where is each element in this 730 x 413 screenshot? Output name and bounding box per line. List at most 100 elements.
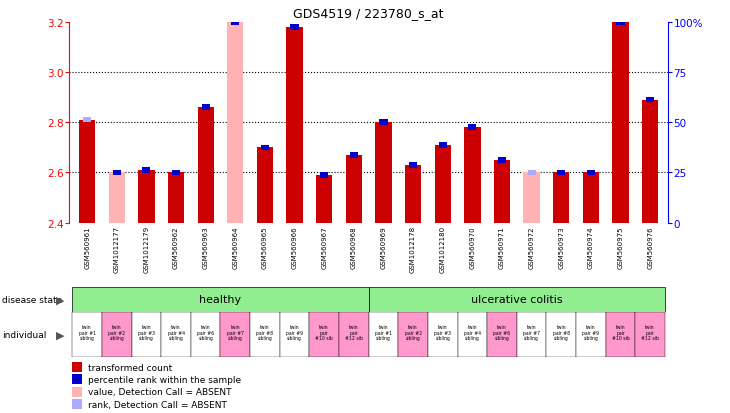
Bar <box>316 176 332 223</box>
Bar <box>399 312 428 357</box>
Bar <box>72 387 82 397</box>
Bar <box>369 312 399 357</box>
Text: twin
pair #2
sibling: twin pair #2 sibling <box>404 324 422 341</box>
Bar <box>646 97 654 103</box>
Text: individual: individual <box>2 330 47 339</box>
Bar <box>250 312 280 357</box>
Bar <box>517 312 547 357</box>
Bar <box>79 120 96 223</box>
Bar <box>547 312 576 357</box>
Text: GSM560965: GSM560965 <box>262 225 268 268</box>
Bar <box>409 163 417 168</box>
Bar <box>310 312 339 357</box>
Text: twin
pair #3
sibling: twin pair #3 sibling <box>434 324 451 341</box>
Bar <box>198 108 214 223</box>
Bar <box>405 166 421 223</box>
Bar <box>72 287 369 312</box>
Title: GDS4519 / 223780_s_at: GDS4519 / 223780_s_at <box>293 7 444 20</box>
Bar <box>494 160 510 223</box>
Bar <box>612 23 629 223</box>
Text: GSM1012180: GSM1012180 <box>439 225 446 273</box>
Text: GSM560970: GSM560970 <box>469 225 475 268</box>
Bar <box>172 170 180 176</box>
Bar <box>220 312 250 357</box>
Text: GSM560973: GSM560973 <box>558 225 564 268</box>
Bar <box>635 312 665 357</box>
Bar <box>201 105 210 111</box>
Text: twin
pair #8
sibling: twin pair #8 sibling <box>553 324 570 341</box>
Bar <box>458 312 487 357</box>
Text: GSM560971: GSM560971 <box>499 225 505 268</box>
Bar <box>350 153 358 158</box>
Text: GSM1012178: GSM1012178 <box>410 225 416 273</box>
Text: twin
pair #3
sibling: twin pair #3 sibling <box>138 324 155 341</box>
Text: GSM560974: GSM560974 <box>588 225 594 268</box>
Text: transformed count: transformed count <box>88 363 172 372</box>
Bar <box>523 173 539 223</box>
Bar <box>291 25 299 31</box>
Text: twin
pair #8
sibling: twin pair #8 sibling <box>256 324 274 341</box>
Bar <box>72 362 82 372</box>
Bar <box>380 120 388 126</box>
Bar <box>280 312 310 357</box>
Bar <box>576 312 606 357</box>
Text: twin
pair #2
sibling: twin pair #2 sibling <box>108 324 126 341</box>
Text: ▶: ▶ <box>55 294 64 304</box>
Text: GSM560975: GSM560975 <box>618 225 623 268</box>
Text: twin
pair #4
sibling: twin pair #4 sibling <box>464 324 481 341</box>
Bar <box>72 312 102 357</box>
Text: twin
pair
#12 sib: twin pair #12 sib <box>641 324 659 341</box>
Text: twin
pair #7
sibling: twin pair #7 sibling <box>227 324 244 341</box>
Bar <box>112 170 121 176</box>
Text: ▶: ▶ <box>55 330 64 339</box>
Bar <box>557 170 565 176</box>
Bar <box>339 312 369 357</box>
Text: twin
pair #1
sibling: twin pair #1 sibling <box>375 324 392 341</box>
Text: GSM560963: GSM560963 <box>203 225 209 268</box>
Bar <box>261 145 269 151</box>
Bar <box>606 312 635 357</box>
Text: twin
pair #9
sibling: twin pair #9 sibling <box>583 324 599 341</box>
Text: GSM1012177: GSM1012177 <box>114 225 120 273</box>
Text: twin
pair #4
sibling: twin pair #4 sibling <box>167 324 185 341</box>
Text: healthy: healthy <box>199 294 242 304</box>
Bar <box>553 173 569 223</box>
Text: twin
pair #9
sibling: twin pair #9 sibling <box>286 324 303 341</box>
Text: GSM1012179: GSM1012179 <box>143 225 150 273</box>
Bar <box>468 125 477 131</box>
Text: twin
pair #1
sibling: twin pair #1 sibling <box>79 324 96 341</box>
Text: rank, Detection Call = ABSENT: rank, Detection Call = ABSENT <box>88 400 226 408</box>
Bar <box>142 168 150 173</box>
Bar <box>428 312 458 357</box>
Bar <box>320 173 329 178</box>
Bar <box>528 170 536 176</box>
Text: GSM560969: GSM560969 <box>380 225 386 268</box>
Bar <box>109 173 125 223</box>
Text: GSM560961: GSM560961 <box>84 225 90 268</box>
Bar <box>227 23 243 223</box>
Text: twin
pair
#12 sib: twin pair #12 sib <box>345 324 363 341</box>
Bar <box>231 20 239 26</box>
Bar <box>439 142 447 148</box>
Text: twin
pair #6
sibling: twin pair #6 sibling <box>493 324 510 341</box>
Bar <box>168 173 184 223</box>
Bar <box>369 287 665 312</box>
Text: disease state: disease state <box>2 295 63 304</box>
Bar <box>257 148 273 223</box>
Bar <box>464 128 480 223</box>
Bar <box>286 28 303 223</box>
Bar <box>487 312 517 357</box>
Text: percentile rank within the sample: percentile rank within the sample <box>88 375 241 384</box>
Bar <box>583 173 599 223</box>
Text: GSM560967: GSM560967 <box>321 225 327 268</box>
Bar <box>498 158 506 163</box>
Bar <box>131 312 161 357</box>
Text: twin
pair
#10 sib: twin pair #10 sib <box>612 324 629 341</box>
Bar <box>375 123 391 223</box>
Bar <box>642 100 658 223</box>
Bar <box>616 20 625 26</box>
Bar <box>587 170 595 176</box>
Bar <box>83 118 91 123</box>
Bar <box>346 155 362 223</box>
Text: twin
pair
#10 sib: twin pair #10 sib <box>315 324 333 341</box>
